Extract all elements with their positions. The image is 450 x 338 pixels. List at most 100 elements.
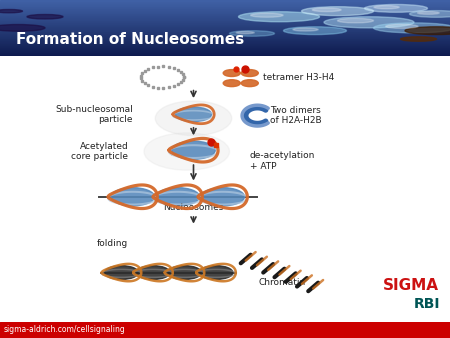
Bar bbox=[0, 28, 450, 29]
Bar bbox=[0, 3, 450, 4]
Circle shape bbox=[236, 31, 254, 34]
Bar bbox=[0, 26, 450, 27]
Bar bbox=[0, 51, 450, 52]
Circle shape bbox=[230, 31, 274, 36]
Circle shape bbox=[400, 37, 436, 41]
Circle shape bbox=[251, 13, 283, 17]
Bar bbox=[0, 48, 450, 49]
Bar bbox=[0, 42, 450, 43]
Bar bbox=[0, 0, 450, 1]
Bar bbox=[0, 54, 450, 55]
Circle shape bbox=[284, 27, 346, 34]
Bar bbox=[0, 41, 450, 42]
Ellipse shape bbox=[201, 188, 244, 206]
Circle shape bbox=[312, 8, 341, 11]
Circle shape bbox=[374, 6, 399, 9]
Bar bbox=[0, 18, 450, 19]
Ellipse shape bbox=[155, 101, 232, 136]
Ellipse shape bbox=[167, 266, 202, 280]
Bar bbox=[0, 40, 450, 41]
Ellipse shape bbox=[105, 266, 139, 280]
Bar bbox=[0, 4, 450, 5]
Bar bbox=[0, 13, 450, 14]
Ellipse shape bbox=[136, 266, 170, 280]
Text: Chromatin: Chromatin bbox=[259, 278, 306, 287]
Circle shape bbox=[0, 25, 45, 31]
Ellipse shape bbox=[144, 133, 230, 170]
Bar bbox=[0, 24, 450, 25]
Bar bbox=[0, 43, 450, 44]
Text: Formation of Nucleosomes: Formation of Nucleosomes bbox=[16, 31, 244, 47]
Bar bbox=[0, 21, 450, 22]
Circle shape bbox=[338, 18, 374, 23]
Text: Nucleosomes: Nucleosomes bbox=[163, 203, 224, 212]
Bar bbox=[0, 2, 450, 3]
Ellipse shape bbox=[172, 141, 215, 159]
Bar bbox=[0, 1, 450, 2]
Bar bbox=[0, 36, 450, 37]
Bar bbox=[0, 32, 450, 33]
Bar bbox=[0, 9, 450, 10]
Bar bbox=[0, 33, 450, 34]
Circle shape bbox=[410, 10, 450, 17]
Bar bbox=[0, 23, 450, 24]
Bar bbox=[0, 19, 450, 20]
Bar bbox=[0, 12, 450, 13]
Bar bbox=[0, 49, 450, 50]
Bar bbox=[0, 8, 450, 9]
Bar bbox=[0, 10, 450, 11]
Bar bbox=[0, 14, 450, 15]
Bar bbox=[0, 11, 450, 12]
Bar bbox=[0, 53, 450, 54]
Text: RBI: RBI bbox=[414, 297, 440, 312]
Bar bbox=[0, 37, 450, 38]
Text: tetramer H3-H4: tetramer H3-H4 bbox=[263, 73, 334, 81]
Bar bbox=[0, 39, 450, 40]
Circle shape bbox=[293, 28, 318, 31]
Bar bbox=[0, 16, 450, 17]
Bar bbox=[0, 25, 450, 26]
Bar bbox=[0, 20, 450, 21]
Circle shape bbox=[302, 7, 373, 16]
Ellipse shape bbox=[223, 80, 240, 87]
Ellipse shape bbox=[156, 188, 199, 206]
Bar bbox=[0, 55, 450, 56]
Bar bbox=[0, 46, 450, 47]
Circle shape bbox=[374, 23, 450, 33]
Bar bbox=[0, 44, 450, 45]
Bar bbox=[0, 29, 450, 30]
Ellipse shape bbox=[176, 107, 211, 122]
Bar bbox=[0, 50, 450, 51]
Circle shape bbox=[418, 11, 439, 14]
Bar bbox=[0, 17, 450, 18]
Bar bbox=[0, 7, 450, 8]
Bar bbox=[0, 45, 450, 46]
Bar bbox=[0, 6, 450, 7]
Circle shape bbox=[405, 27, 450, 34]
Text: sigma-aldrich.com/cellsignaling: sigma-aldrich.com/cellsignaling bbox=[4, 325, 126, 334]
Circle shape bbox=[0, 9, 22, 13]
Text: Acetylated
core particle: Acetylated core particle bbox=[71, 142, 128, 161]
Ellipse shape bbox=[111, 188, 154, 206]
Bar bbox=[0, 38, 450, 39]
Circle shape bbox=[324, 17, 414, 28]
Circle shape bbox=[386, 24, 418, 28]
Bar bbox=[0, 15, 450, 16]
Bar bbox=[0, 52, 450, 53]
Bar bbox=[0, 22, 450, 23]
Text: folding: folding bbox=[97, 239, 128, 248]
Ellipse shape bbox=[223, 70, 240, 76]
Bar bbox=[0, 30, 450, 31]
Bar bbox=[0, 47, 450, 48]
Text: SIGMA: SIGMA bbox=[383, 279, 439, 293]
Bar bbox=[0, 31, 450, 32]
Circle shape bbox=[238, 12, 320, 22]
Ellipse shape bbox=[199, 266, 233, 280]
Text: de-acetylation
+ ATP: de-acetylation + ATP bbox=[250, 151, 315, 171]
Circle shape bbox=[364, 4, 427, 12]
Bar bbox=[0, 34, 450, 35]
Ellipse shape bbox=[241, 70, 258, 76]
Circle shape bbox=[27, 15, 63, 19]
Ellipse shape bbox=[241, 80, 258, 87]
Bar bbox=[0, 27, 450, 28]
